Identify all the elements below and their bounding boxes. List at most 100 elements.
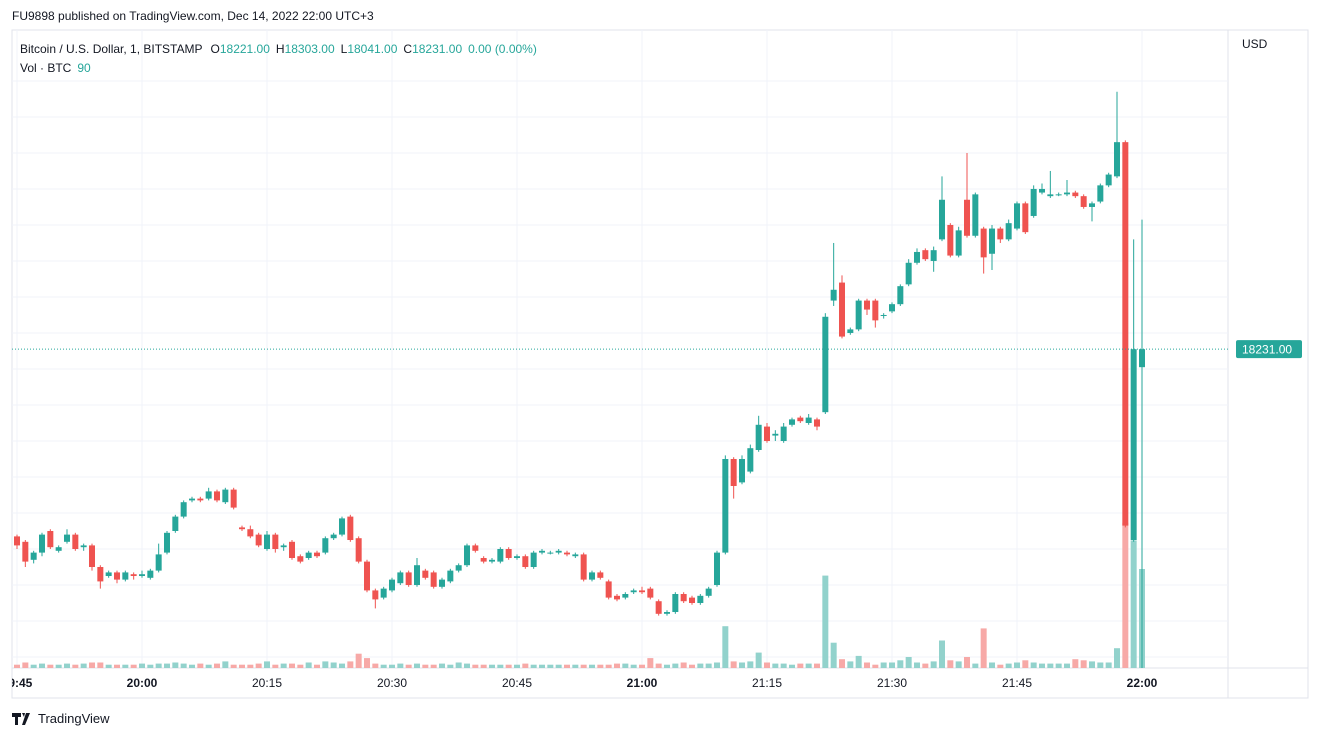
candle-body — [422, 570, 429, 578]
candle-body — [614, 595, 620, 600]
volume-bar — [189, 664, 195, 668]
candle-body — [555, 550, 562, 553]
candle-body — [1047, 194, 1054, 197]
x-tick-label: 19:45 — [2, 676, 33, 690]
volume-bar — [880, 662, 887, 668]
volume-bar — [1014, 662, 1020, 668]
frame — [11, 29, 1309, 699]
candle-body — [439, 579, 445, 587]
volume-bar — [947, 660, 954, 668]
volume-bar — [197, 663, 204, 668]
legend-key: C — [403, 42, 413, 56]
legend-change: 0.00 (0.00%) — [468, 42, 537, 56]
volume-bar — [30, 664, 37, 668]
x-tick-label: 20:15 — [252, 676, 282, 690]
volume-bar — [930, 661, 937, 668]
volume-bar — [1122, 522, 1129, 668]
candle-body — [780, 426, 787, 441]
x-tick-label: 21:00 — [627, 676, 658, 690]
volume-bar — [622, 663, 629, 668]
candle-body — [305, 552, 312, 559]
volume-bar — [430, 664, 437, 668]
candle-body — [364, 561, 370, 591]
candle-body — [1055, 194, 1062, 196]
volume-bar — [822, 575, 829, 668]
candle-body — [89, 545, 95, 568]
candle-body — [339, 518, 345, 535]
volume-bar — [464, 663, 470, 668]
candle-body — [989, 228, 995, 254]
logo — [12, 712, 30, 725]
volume-legend: Vol · BTC 90 — [20, 59, 545, 78]
candle-body — [505, 549, 512, 559]
candle-body — [1114, 142, 1120, 177]
candle-body — [105, 572, 112, 577]
volume-bar — [905, 657, 912, 668]
volume-bar — [122, 664, 129, 668]
volume-bar — [455, 662, 462, 668]
volume-bar — [580, 664, 587, 668]
candle-body — [1089, 203, 1095, 207]
volume-bar — [389, 664, 395, 668]
candle-body — [289, 541, 295, 559]
candle-body — [455, 565, 462, 571]
candle-body — [739, 458, 745, 483]
volume-bar — [380, 664, 387, 668]
volume-bar — [755, 652, 762, 668]
candle-body — [1097, 185, 1104, 202]
volume-bar — [814, 663, 820, 668]
candle-body — [214, 491, 220, 501]
candle-body — [672, 594, 679, 613]
candle-body — [897, 286, 904, 305]
candle-body — [447, 570, 454, 582]
volume-bar — [839, 659, 845, 668]
candle-body — [705, 588, 712, 596]
volume-bar — [514, 664, 520, 668]
candle-body — [730, 458, 737, 486]
volume-bar — [530, 664, 537, 668]
candle-body — [130, 574, 137, 577]
candle-body — [1022, 203, 1029, 233]
volume-bar — [439, 663, 445, 668]
candle-body — [155, 554, 162, 571]
header: FU9898 published on TradingView.com, Dec… — [12, 9, 374, 23]
candle-body — [647, 588, 654, 598]
candle-body — [14, 536, 20, 546]
candle-body — [522, 556, 529, 568]
volume-bar — [205, 664, 212, 668]
candle-body — [697, 595, 704, 604]
volume-bar — [1105, 662, 1112, 668]
volume-bar — [1064, 663, 1070, 668]
volume-bar — [939, 640, 945, 668]
candle-body — [230, 489, 237, 508]
candle-body — [547, 552, 554, 554]
candle-body — [497, 549, 504, 562]
candle-body — [247, 529, 254, 537]
candle-body — [297, 556, 304, 562]
candle-body — [405, 572, 412, 586]
candle-body — [489, 559, 495, 562]
legend-key: H — [275, 42, 285, 56]
legend-value: 18221.00 — [219, 42, 270, 56]
candle-body — [814, 419, 820, 427]
candle-body — [789, 419, 795, 425]
candle-body — [964, 199, 970, 236]
candle-body — [889, 304, 895, 312]
candle-body — [722, 458, 729, 553]
volume-bar — [1080, 660, 1087, 668]
volume-value: 90 — [77, 61, 91, 75]
volume-bar — [539, 664, 545, 668]
candle-body — [330, 534, 337, 539]
candle-body — [605, 581, 612, 598]
volume-bar — [114, 664, 120, 668]
legend-value: 18231.00 — [412, 42, 463, 56]
candle-body — [480, 558, 487, 562]
volume-bar — [1055, 663, 1062, 668]
volume-bar — [314, 664, 320, 668]
candle-body — [630, 590, 637, 593]
candle-body — [1122, 142, 1129, 526]
legend-row: Bitcoin / U.S. Dollar, 1, BITSTAMP O18221… — [20, 40, 545, 59]
currency: USD — [1242, 37, 1268, 51]
volume-bar — [22, 662, 29, 668]
volume-bar — [347, 661, 354, 668]
